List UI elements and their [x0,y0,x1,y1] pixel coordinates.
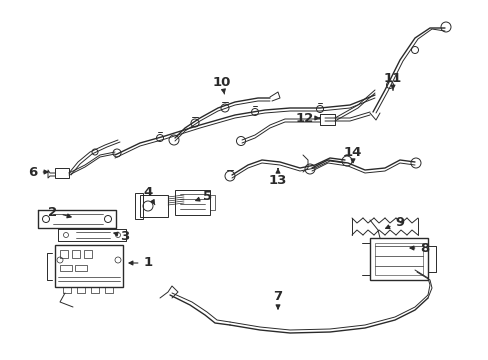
Bar [75,265,87,271]
Bar [369,238,427,280]
Text: 13: 13 [268,169,286,188]
Text: 7: 7 [273,289,282,309]
Bar [175,190,209,215]
Text: 11: 11 [383,72,401,90]
Text: 6: 6 [28,166,48,179]
Bar [55,168,69,178]
Bar [55,245,123,287]
Text: 5: 5 [195,189,212,202]
Text: 9: 9 [385,216,404,229]
Text: 8: 8 [409,242,429,255]
Text: 4: 4 [143,186,155,205]
Bar [72,250,80,258]
Text: 2: 2 [48,206,71,219]
Bar [140,195,168,217]
Bar [374,243,422,275]
Bar [60,250,68,258]
Text: 1: 1 [129,256,152,270]
Text: 3: 3 [114,230,129,243]
Bar [135,193,142,219]
Text: 14: 14 [343,145,362,163]
Text: 12: 12 [295,112,319,125]
Bar [84,250,92,258]
Text: 10: 10 [212,76,231,94]
Bar [60,265,72,271]
